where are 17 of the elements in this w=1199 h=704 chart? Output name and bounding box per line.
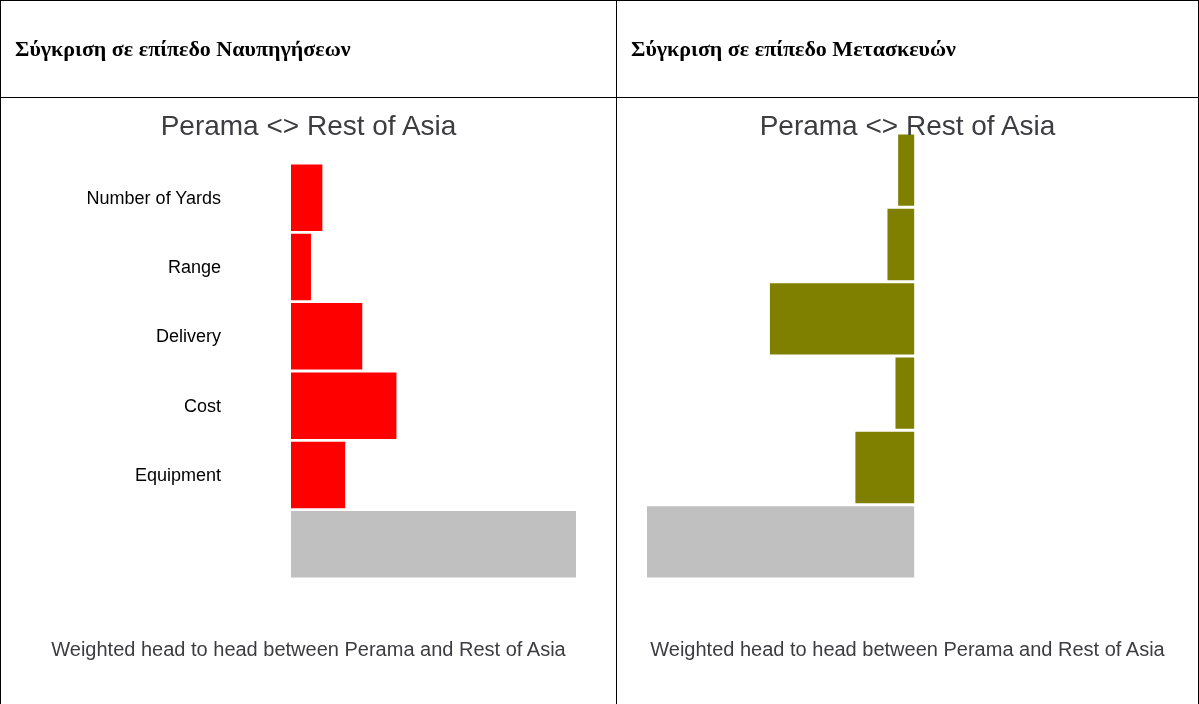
bar: [291, 441, 346, 509]
bar: [291, 372, 397, 439]
y-tick-label: Number of Yards: [86, 187, 221, 208]
bar: [291, 233, 311, 301]
y-tick-label: Cost: [183, 395, 221, 416]
y-tick-label: Equipment: [134, 465, 221, 485]
x-axis-title: Weighted head to head between Perama and Rest of Asia: [650, 638, 1166, 660]
y-tick-label: Range: [167, 257, 221, 277]
chart-title: Σύγκριση σε επίπεδο Ναυπηγήσεων: [0, 0, 617, 98]
chart-title: Σύγκριση σε επίπεδο Μετασκευών: [616, 0, 1199, 98]
x-axis-title: Weighted head to head between Perama and Rest of Asia: [51, 638, 567, 660]
y-tick-label: Delivery: [155, 326, 221, 347]
chart-subtitle: Perama <> Rest of Asia: [160, 109, 457, 141]
bar: [291, 303, 363, 370]
bar: [291, 164, 323, 231]
bar: [291, 511, 576, 578]
chart-subtitle: Perama <> Rest of Asia: [759, 109, 1056, 141]
